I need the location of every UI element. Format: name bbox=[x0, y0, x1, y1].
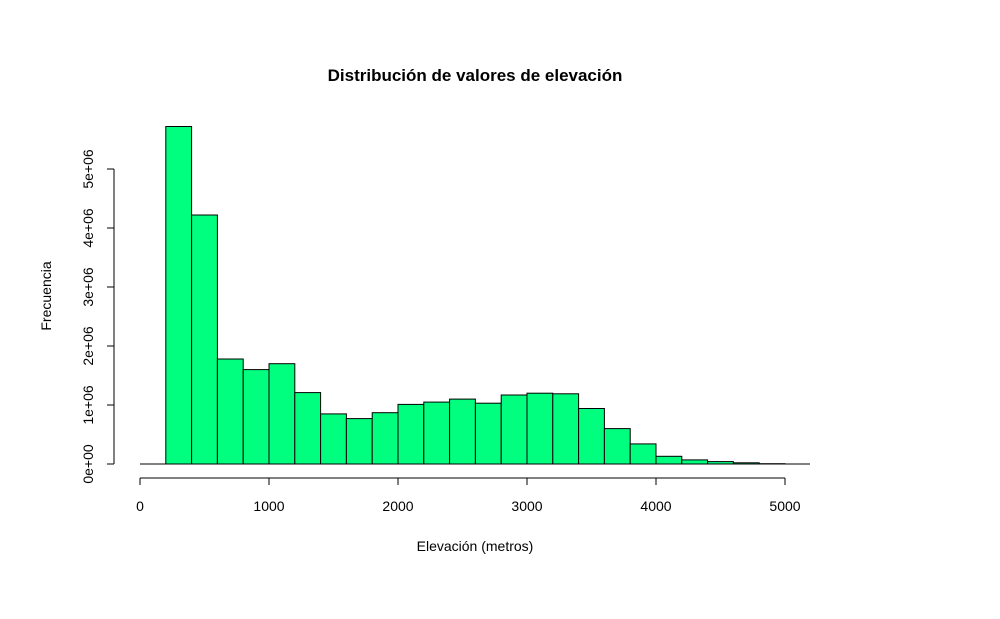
histogram-bar-13 bbox=[500, 394, 528, 465]
x-tick-label-4: 4000 bbox=[640, 498, 671, 514]
x-axis-label: Elevación (metros) bbox=[417, 538, 534, 554]
histogram-bar-11 bbox=[449, 398, 476, 465]
histogram-bar-14 bbox=[526, 392, 554, 465]
y-tick-label-1: 1e+06 bbox=[80, 385, 96, 425]
chart-title: Distribución de valores de elevación bbox=[328, 66, 623, 85]
histogram-bar-19 bbox=[655, 455, 683, 465]
histogram-bar-15 bbox=[552, 393, 580, 465]
y-tick-label-0: 0e+00 bbox=[80, 444, 96, 484]
histogram-bar-16 bbox=[578, 408, 605, 465]
histogram-bar-0 bbox=[165, 126, 193, 465]
histogram-bar-12 bbox=[474, 402, 502, 465]
x-tick-label-1: 1000 bbox=[253, 498, 284, 514]
x-tick-label-3: 3000 bbox=[511, 498, 542, 514]
y-tick-label-4: 4e+06 bbox=[80, 208, 96, 248]
bars-layer bbox=[165, 126, 786, 465]
histogram-bar-4 bbox=[268, 363, 296, 465]
histogram-bar-3 bbox=[242, 369, 270, 465]
histogram-bar-1 bbox=[191, 214, 218, 465]
histogram-bar-20 bbox=[681, 459, 709, 465]
x-tick-label-0: 0 bbox=[136, 498, 144, 514]
histogram-bar-6 bbox=[320, 413, 347, 465]
histogram-bar-17 bbox=[603, 428, 631, 465]
y-axis-label: Frecuencia bbox=[38, 261, 54, 330]
histogram-bar-9 bbox=[397, 403, 425, 465]
histogram-bar-8 bbox=[371, 412, 399, 465]
histogram-bar-18 bbox=[629, 443, 657, 465]
y-tick-label-5: 5e+06 bbox=[80, 149, 96, 189]
x-axis-ticks: 0 1000 2000 3000 4000 5000 bbox=[136, 477, 801, 514]
histogram-bar-7 bbox=[345, 418, 373, 465]
histogram-bar-10 bbox=[423, 401, 451, 465]
y-tick-label-3: 3e+06 bbox=[80, 267, 96, 307]
histogram-bar-5 bbox=[294, 392, 322, 465]
y-tick-label-2: 2e+06 bbox=[80, 326, 96, 366]
x-tick-label-5: 5000 bbox=[769, 498, 800, 514]
histogram-bar-2 bbox=[216, 358, 244, 465]
x-tick-label-2: 2000 bbox=[382, 498, 413, 514]
y-axis-ticks: 0e+00 1e+06 2e+06 3e+06 4e+06 5e+06 bbox=[80, 149, 114, 484]
